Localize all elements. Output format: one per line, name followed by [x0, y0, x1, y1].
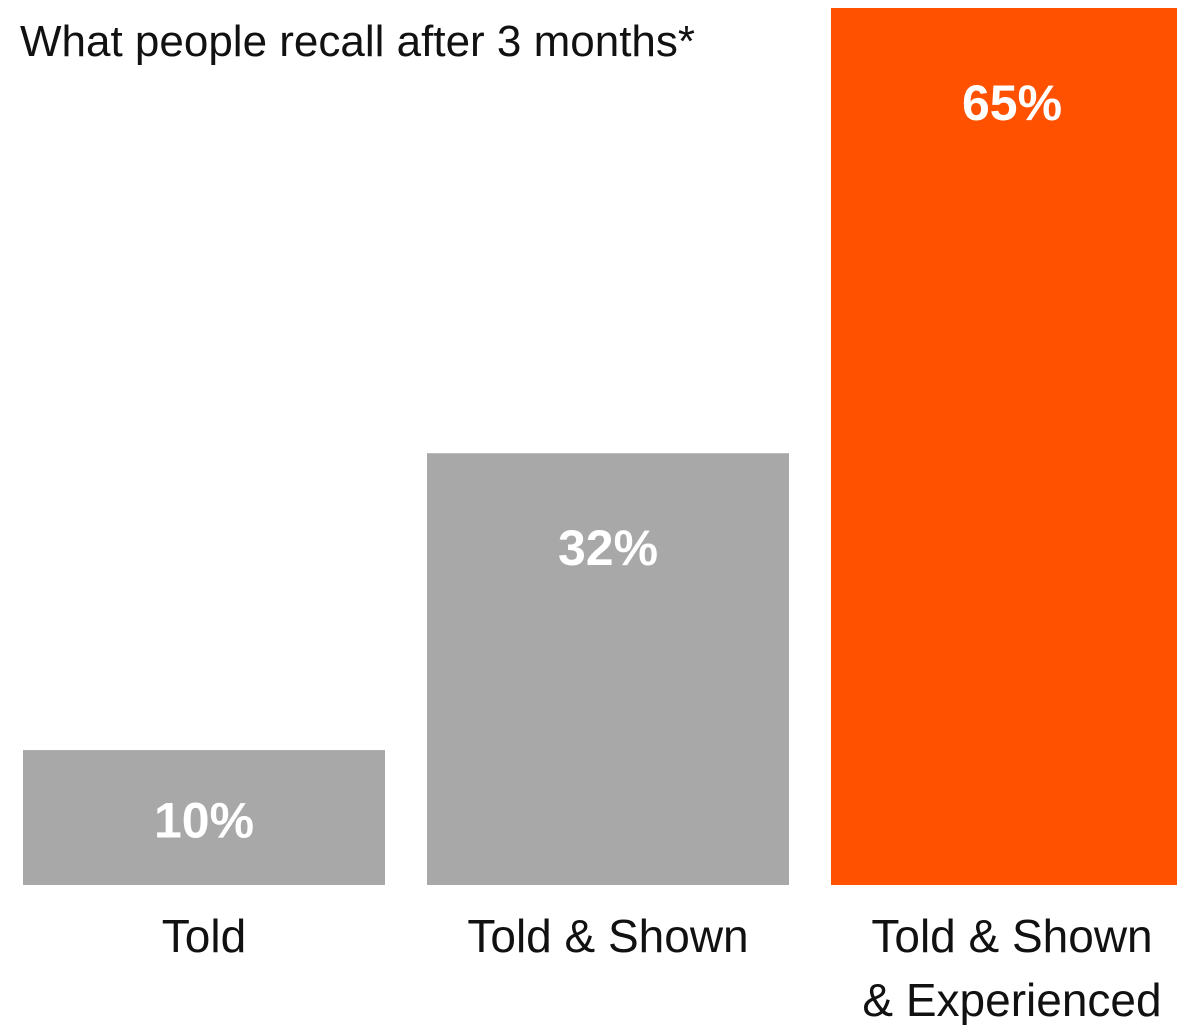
value-label-2: 32%	[558, 520, 658, 576]
bar-1	[23, 750, 385, 885]
value-labels-group: 10% 32% 65%	[154, 75, 1062, 849]
category-label-3-line-2: & Experienced	[862, 974, 1161, 1025]
category-label-3-line-1: Told & Shown	[871, 910, 1152, 962]
category-label-1: Told	[162, 910, 246, 962]
category-labels-group: Told Told & Shown Told & Shown & Experience…	[162, 910, 1162, 1025]
bar-3	[831, 8, 1177, 885]
category-label-2: Told & Shown	[467, 910, 748, 962]
value-label-1: 10%	[154, 793, 254, 849]
value-label-3: 65%	[962, 75, 1062, 131]
bars-group	[23, 8, 1177, 885]
bar-2	[427, 453, 789, 885]
chart-title: What people recall after 3 months*	[20, 17, 695, 66]
